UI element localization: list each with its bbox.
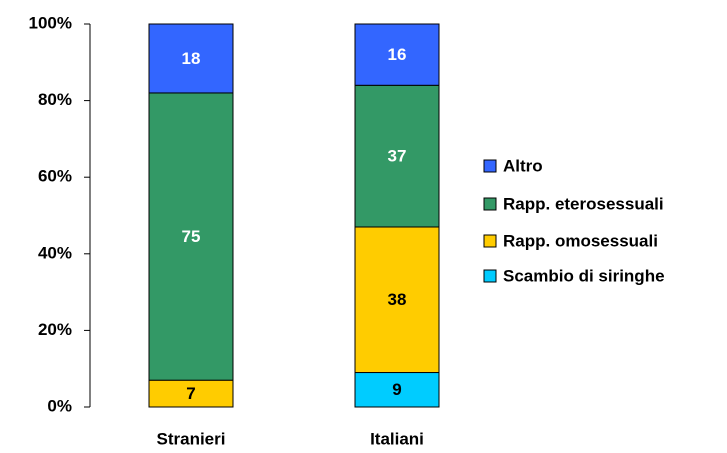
bar-segment <box>148 92 234 381</box>
bar-segment <box>148 23 234 94</box>
data-label: 75 <box>182 227 201 246</box>
legend-label: Rapp. eterosessuali <box>503 194 664 213</box>
x-tick-label: Italiani <box>370 429 424 448</box>
y-tick-label: 100% <box>29 13 72 32</box>
data-label: 7 <box>186 384 195 403</box>
bar-segment <box>354 226 440 374</box>
data-label: 9 <box>392 380 401 399</box>
y-tick-label: 20% <box>38 320 72 339</box>
data-label: 18 <box>182 49 201 68</box>
y-tick-label: 40% <box>38 243 72 262</box>
bar-segment <box>148 379 234 408</box>
y-tick-label: 60% <box>38 167 72 186</box>
legend-swatch <box>483 269 497 283</box>
data-label: 16 <box>388 45 407 64</box>
legend-swatch <box>483 234 497 248</box>
legend-swatch <box>483 159 497 173</box>
data-label: 38 <box>388 290 407 309</box>
legend-label: Scambio di siringhe <box>503 266 665 285</box>
bar-segment <box>354 372 440 408</box>
y-tick-label: 80% <box>38 90 72 109</box>
legend-swatch <box>483 197 497 211</box>
data-label: 37 <box>388 147 407 166</box>
legend-label: Altro <box>503 156 543 175</box>
bar-segment <box>354 84 440 228</box>
x-tick-label: Stranieri <box>157 429 226 448</box>
bar-segment <box>354 23 440 86</box>
legend-label: Rapp. omosessuali <box>503 231 658 250</box>
y-tick-label: 0% <box>47 396 72 415</box>
